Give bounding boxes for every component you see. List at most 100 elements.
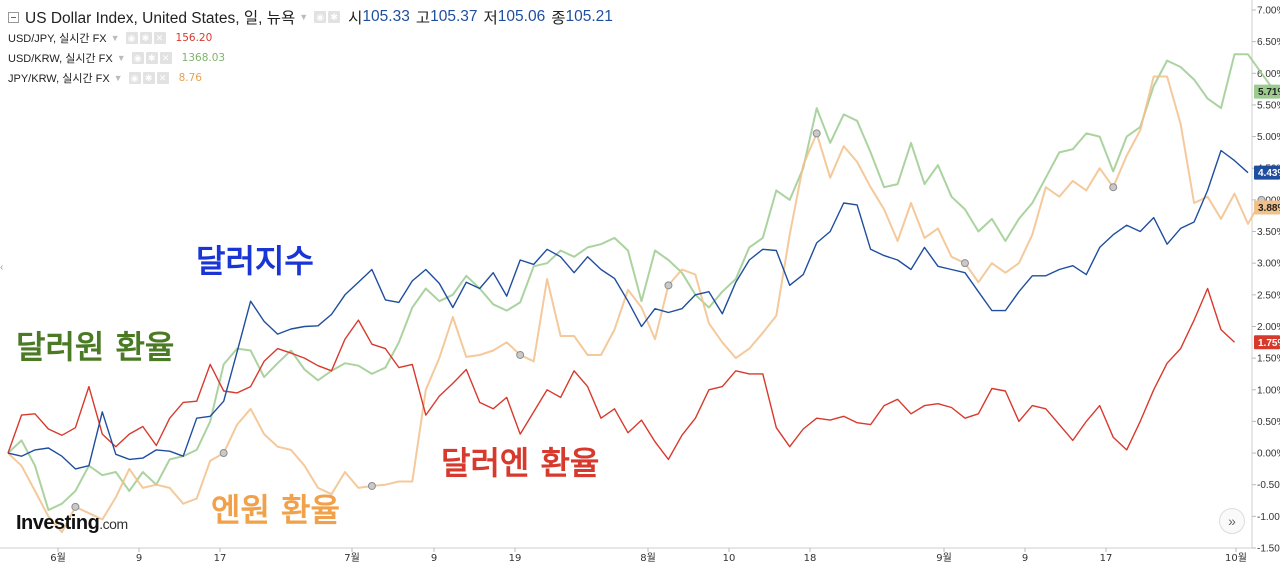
high-label: 고 (415, 10, 431, 27)
legend-sub-value: 156.20 (175, 32, 213, 44)
high-value: 105.37 (430, 8, 478, 25)
close-icon[interactable]: ✕ (156, 72, 169, 84)
legend-sub-name: USD/JPY, 실시간 FX (8, 33, 107, 45)
series-marker (367, 481, 376, 490)
y-axis: 7.00%6.50%6.00%5.50%5.00%4.50%4.00%3.50%… (1251, 0, 1280, 555)
x-tick-label: 6월 (50, 552, 66, 564)
visibility-icon[interactable]: ◉ (128, 72, 141, 84)
x-tick-label: 17 (1100, 553, 1113, 564)
series-marker (71, 502, 80, 511)
x-tick-label: 9 (1022, 553, 1028, 564)
x-tick-label: 19 (509, 553, 522, 564)
y-tick-label: 1.00% (1257, 385, 1280, 396)
x-axis: 6월 9 17 7월 9 19 8월 10 18 9월 9 17 10월 (0, 547, 1252, 564)
series-marker (219, 449, 228, 458)
logo-suffix: .com (99, 516, 128, 532)
y-tick-label: -1.00% (1257, 512, 1280, 523)
x-tick-label: 7월 (344, 552, 360, 564)
chevron-down-icon[interactable]: ▼ (110, 33, 120, 43)
last-value-label: 5.71% (1258, 87, 1280, 98)
y-tick-label: 3.00% (1257, 259, 1280, 270)
last-value-badge (1254, 165, 1280, 180)
low-value: 105.06 (497, 8, 546, 25)
close-label: 종 (551, 10, 566, 27)
marker-layer (71, 129, 1266, 511)
legend-main-title: US Dollar Index, United States, 일, 뉴욕 (25, 10, 296, 27)
visibility-icon[interactable]: ◉ (131, 52, 144, 64)
series-marker (960, 259, 969, 268)
series-line-0 (7, 149, 1249, 470)
visibility-icon[interactable]: ◉ (314, 11, 327, 23)
double-chevron-right-icon[interactable]: » (1219, 508, 1245, 534)
series-marker (664, 281, 673, 290)
x-tick-label: 8월 (640, 552, 656, 564)
legend-sub-name: JPY/KRW, 실시간 FX (8, 73, 110, 85)
annotation-usd-jpy: 달러엔 환율 (441, 444, 600, 482)
x-tick-label: 18 (804, 553, 817, 564)
last-value-label: 4.43% (1258, 168, 1280, 179)
chevron-down-icon[interactable]: ▼ (116, 53, 126, 63)
logo-main: Investing (16, 512, 100, 534)
y-tick-label: 5.00% (1257, 132, 1280, 143)
close-icon[interactable]: ✕ (159, 52, 172, 64)
y-tick-label: 7.00% (1257, 6, 1280, 17)
collapse-box-icon[interactable] (8, 11, 19, 23)
plot-background[interactable] (0, 0, 1252, 548)
settings-icon[interactable]: ✱ (145, 52, 158, 64)
annotation-usd-krw: 달러원 환율 (16, 328, 175, 366)
legend-sub-value: 8.76 (178, 72, 202, 84)
annotation-jpy-krw: 엔원 환율 (211, 491, 340, 529)
left-edge-handle[interactable]: ‹ (0, 262, 4, 273)
x-tick-label: 17 (214, 553, 227, 564)
y-tick-label: 1.50% (1257, 354, 1280, 365)
legend: US Dollar Index, United States, 일, 뉴욕 ▼ … (8, 6, 613, 88)
y-tick-label: 3.50% (1257, 227, 1280, 238)
settings-icon[interactable]: ✱ (328, 11, 341, 23)
x-tick-label: 10 (723, 553, 736, 564)
y-tick-label: 2.00% (1257, 322, 1280, 333)
legend-sub-row-jpykrw[interactable]: JPY/KRW, 실시간 FX ▼ ◉ ✱ ✕ 8.76 (8, 68, 613, 88)
y-tick-label: -0.50% (1257, 480, 1280, 491)
chevron-down-icon[interactable]: ▼ (299, 12, 309, 22)
legend-sub-row-usdkrw[interactable]: USD/KRW, 실시간 FX ▼ ◉ ✱ ✕ 1368.03 (8, 48, 613, 68)
x-tick-label: 9 (431, 553, 437, 564)
last-value-label: 1.75% (1258, 338, 1280, 349)
series-line-2 (7, 75, 1276, 534)
last-value-badge (1254, 200, 1280, 215)
visibility-icon[interactable]: ◉ (125, 32, 138, 44)
chevron-down-icon[interactable]: ▼ (113, 73, 123, 83)
y-tick-label: 0.00% (1257, 449, 1280, 460)
open-label: 시 (348, 10, 363, 27)
legend-sub-value: 1368.03 (181, 52, 226, 64)
series-marker (516, 350, 525, 359)
y-tick-label: 5.50% (1257, 100, 1280, 111)
y-tick-label: 2.50% (1257, 290, 1280, 301)
last-value-label: 3.88% (1258, 203, 1280, 214)
last-value-badge (1254, 84, 1280, 99)
last-value-labels: 4.43% 5.71% 3.88% 1.75% (1254, 84, 1280, 350)
investing-logo[interactable]: Investing.com (16, 512, 128, 535)
x-tick-label: 9 (136, 553, 142, 564)
last-value-badge (1254, 335, 1280, 350)
annotation-dollar-index: 달러지수 (196, 242, 314, 280)
legend-sub-row-usdjpy[interactable]: USD/JPY, 실시간 FX ▼ ◉ ✱ ✕ 156.20 (8, 28, 613, 48)
y-tick-label: -1.50% (1257, 544, 1280, 555)
legend-main-row[interactable]: US Dollar Index, United States, 일, 뉴욕 ▼ … (8, 6, 613, 28)
x-tick-label: 9월 (936, 552, 952, 564)
series-marker (1109, 183, 1118, 192)
y-tick-label: 6.00% (1257, 69, 1280, 80)
settings-icon[interactable]: ✱ (139, 32, 152, 44)
series-marker (812, 129, 821, 138)
plot-area[interactable] (0, 0, 1252, 548)
y-tick-label: 0.50% (1257, 417, 1280, 428)
y-tick-label: 6.50% (1257, 37, 1280, 48)
series-layer (7, 53, 1276, 534)
open-value: 105.33 (362, 8, 410, 25)
close-icon[interactable]: ✕ (153, 32, 166, 44)
close-value: 105.21 (565, 8, 613, 25)
legend-sub-name: USD/KRW, 실시간 FX (8, 53, 113, 65)
series-line-3 (7, 287, 1235, 461)
x-tick-label: 10월 (1225, 552, 1247, 564)
settings-icon[interactable]: ✱ (142, 72, 155, 84)
